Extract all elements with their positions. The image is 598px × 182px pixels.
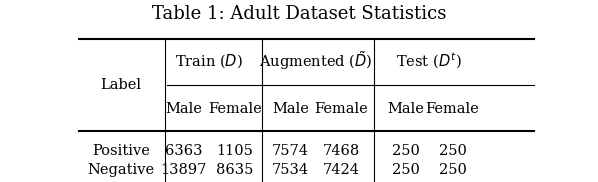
Text: Male: Male (272, 102, 309, 116)
Text: Negative: Negative (87, 163, 155, 177)
Text: Male: Male (388, 102, 425, 116)
Text: 7534: 7534 (271, 163, 309, 177)
Text: Augmented ($\tilde{D}$): Augmented ($\tilde{D}$) (259, 50, 373, 72)
Text: 7424: 7424 (323, 163, 360, 177)
Text: Label: Label (100, 78, 142, 92)
Text: Female: Female (426, 102, 480, 116)
Text: 250: 250 (392, 144, 420, 158)
Text: Test ($D^t$): Test ($D^t$) (396, 51, 462, 71)
Text: Male: Male (165, 102, 202, 116)
Text: Positive: Positive (92, 144, 150, 158)
Text: Female: Female (208, 102, 261, 116)
Text: 250: 250 (438, 163, 466, 177)
Text: 6363: 6363 (165, 144, 202, 158)
Text: 7574: 7574 (271, 144, 309, 158)
Text: 250: 250 (438, 144, 466, 158)
Text: Table 1: Adult Dataset Statistics: Table 1: Adult Dataset Statistics (152, 5, 446, 23)
Text: 7468: 7468 (322, 144, 360, 158)
Text: 1105: 1105 (216, 144, 253, 158)
Text: Female: Female (315, 102, 368, 116)
Text: Train ($D$): Train ($D$) (175, 52, 243, 70)
Text: 8635: 8635 (216, 163, 254, 177)
Text: 250: 250 (392, 163, 420, 177)
Text: 13897: 13897 (160, 163, 207, 177)
